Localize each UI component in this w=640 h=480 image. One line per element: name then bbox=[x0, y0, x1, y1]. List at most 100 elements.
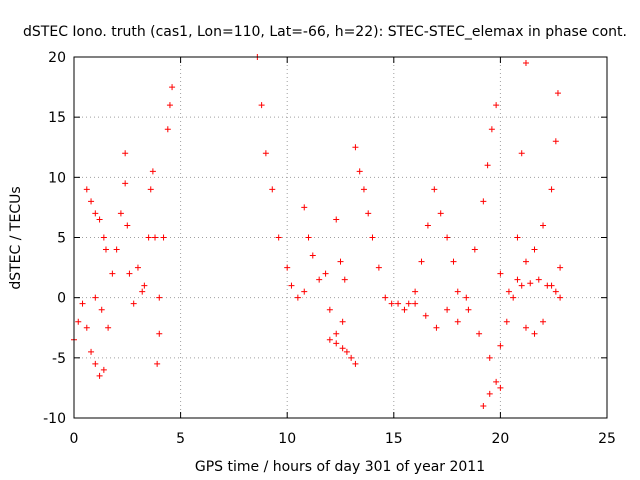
data-point bbox=[535, 276, 542, 283]
data-point bbox=[418, 258, 425, 265]
data-point bbox=[139, 288, 146, 295]
data-point bbox=[450, 258, 457, 265]
data-point bbox=[113, 246, 120, 253]
data-point bbox=[552, 288, 559, 295]
data-point bbox=[169, 84, 176, 91]
data-point bbox=[294, 294, 301, 301]
data-point bbox=[164, 126, 171, 133]
data-point bbox=[130, 300, 137, 307]
data-point bbox=[493, 102, 500, 109]
data-point bbox=[145, 234, 152, 241]
data-point bbox=[166, 102, 173, 109]
data-point bbox=[365, 210, 372, 217]
data-point bbox=[465, 306, 472, 313]
data-point bbox=[531, 246, 538, 253]
data-point bbox=[156, 330, 163, 337]
y-tick-label: 5 bbox=[57, 231, 66, 247]
data-point bbox=[75, 318, 82, 325]
data-point bbox=[339, 345, 346, 352]
x-tick-label: 20 bbox=[491, 431, 509, 447]
data-point bbox=[522, 258, 529, 265]
data-point bbox=[96, 372, 103, 379]
data-point bbox=[531, 330, 538, 337]
data-point bbox=[122, 150, 129, 157]
data-point bbox=[444, 234, 451, 241]
data-point bbox=[102, 246, 109, 253]
data-point bbox=[548, 282, 555, 289]
y-tick-label: 15 bbox=[48, 110, 66, 126]
data-point bbox=[352, 144, 359, 151]
data-point bbox=[92, 210, 99, 217]
data-point bbox=[98, 306, 105, 313]
data-point bbox=[360, 186, 367, 193]
data-point bbox=[305, 234, 312, 241]
data-point bbox=[309, 252, 316, 259]
data-point bbox=[124, 222, 131, 229]
data-point bbox=[375, 264, 382, 271]
data-point bbox=[322, 270, 329, 277]
y-axis-ticks: -10 -5 0 5 10 15 20 bbox=[43, 50, 607, 427]
data-point bbox=[149, 168, 156, 175]
data-point bbox=[96, 216, 103, 223]
data-point bbox=[109, 270, 116, 277]
x-tick-label: 5 bbox=[176, 431, 185, 447]
data-point bbox=[488, 126, 495, 133]
x-tick-label: 0 bbox=[70, 431, 79, 447]
x-tick-label: 25 bbox=[598, 431, 616, 447]
data-point bbox=[437, 210, 444, 217]
data-point bbox=[348, 354, 355, 361]
data-point bbox=[454, 288, 461, 295]
data-point bbox=[88, 348, 95, 355]
data-point bbox=[258, 102, 265, 109]
data-point bbox=[79, 300, 86, 307]
data-point bbox=[154, 360, 161, 367]
data-point bbox=[557, 264, 564, 271]
data-point bbox=[412, 300, 419, 307]
data-point bbox=[497, 270, 504, 277]
data-point bbox=[480, 402, 487, 409]
data-point bbox=[540, 222, 547, 229]
y-tick-label: 0 bbox=[57, 291, 66, 307]
data-point bbox=[405, 300, 412, 307]
x-axis-ticks: 0 5 10 15 20 25 bbox=[70, 57, 616, 447]
x-tick-label: 10 bbox=[278, 431, 296, 447]
data-point bbox=[92, 294, 99, 301]
data-point bbox=[493, 378, 500, 385]
data-point bbox=[424, 222, 431, 229]
data-point bbox=[522, 324, 529, 331]
data-point bbox=[540, 318, 547, 325]
data-point bbox=[554, 90, 561, 97]
data-point bbox=[431, 186, 438, 193]
data-point bbox=[369, 234, 376, 241]
chart-title: dSTEC Iono. truth (cas1, Lon=110, Lat=-6… bbox=[23, 24, 627, 40]
data-point bbox=[480, 198, 487, 205]
data-point bbox=[497, 342, 504, 349]
data-point bbox=[301, 288, 308, 295]
data-point bbox=[514, 276, 521, 283]
data-point bbox=[88, 198, 95, 205]
y-tick-label: -5 bbox=[52, 351, 66, 367]
data-point bbox=[552, 138, 559, 145]
data-point bbox=[160, 234, 167, 241]
data-point bbox=[326, 336, 333, 343]
data-point bbox=[518, 150, 525, 157]
data-point bbox=[92, 360, 99, 367]
y-axis-label: dSTEC / TECUs bbox=[8, 186, 24, 289]
y-tick-label: 10 bbox=[48, 170, 66, 186]
data-point bbox=[503, 318, 510, 325]
data-point bbox=[514, 234, 521, 241]
data-point bbox=[269, 186, 276, 193]
data-point bbox=[382, 294, 389, 301]
data-point bbox=[83, 324, 90, 331]
data-point bbox=[352, 360, 359, 367]
data-point bbox=[486, 354, 493, 361]
plot-frame bbox=[73, 56, 608, 419]
data-point bbox=[522, 60, 529, 67]
data-point bbox=[152, 234, 159, 241]
data-point bbox=[527, 280, 534, 287]
data-point bbox=[510, 294, 517, 301]
data-point bbox=[156, 294, 163, 301]
data-point bbox=[557, 294, 564, 301]
data-point bbox=[471, 246, 478, 253]
